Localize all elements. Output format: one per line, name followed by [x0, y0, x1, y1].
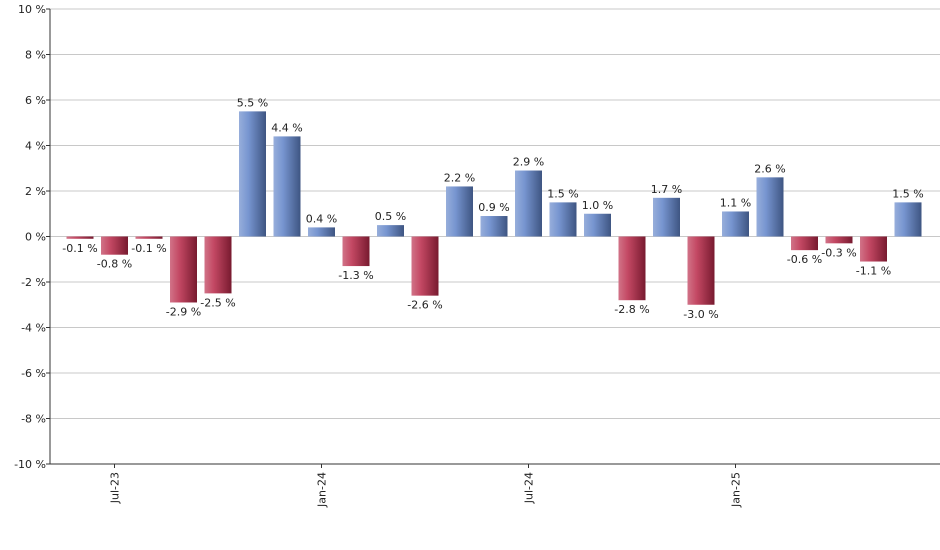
- x-tick-label: Jul-23: [109, 472, 122, 504]
- data-label: 1.1 %: [720, 196, 751, 209]
- bar: [791, 236, 818, 251]
- data-label: -0.1 %: [62, 242, 97, 255]
- bar: [66, 236, 94, 239]
- y-tick-label: -8 %: [21, 413, 46, 426]
- data-label: 1.7 %: [651, 183, 682, 196]
- data-label: 2.9 %: [513, 156, 544, 169]
- bar: [170, 236, 197, 303]
- y-tick-label: -4 %: [21, 322, 46, 335]
- bar: [860, 236, 887, 262]
- data-label: -2.5 %: [200, 296, 235, 309]
- data-label: -2.6 %: [407, 299, 442, 312]
- bar: [308, 227, 335, 237]
- bar: [239, 111, 266, 237]
- y-tick-label: 0 %: [25, 231, 46, 244]
- data-label: 2.6 %: [754, 162, 785, 175]
- bar: [377, 225, 404, 237]
- bar: [480, 216, 508, 237]
- data-label: 4.4 %: [271, 121, 302, 134]
- bar: [549, 202, 577, 237]
- data-label: 1.5 %: [892, 187, 923, 200]
- x-tick-label: Jan-25: [730, 472, 743, 508]
- bar: [618, 236, 646, 301]
- data-label: 2.2 %: [444, 171, 475, 184]
- bar: [894, 202, 922, 237]
- bar: [584, 213, 611, 237]
- bar: [204, 236, 232, 294]
- y-tick-label: 6 %: [25, 94, 46, 107]
- data-label: 0.4 %: [306, 212, 337, 225]
- bar: [825, 236, 853, 244]
- data-label: -0.6 %: [787, 253, 822, 266]
- y-tick-label: 8 %: [25, 49, 46, 62]
- bar: [135, 236, 163, 239]
- bar: [342, 236, 370, 267]
- data-label: -3.0 %: [683, 308, 718, 321]
- bar: [722, 211, 749, 237]
- x-tick-label: Jan-24: [316, 472, 329, 508]
- bar: [653, 197, 680, 237]
- data-label: -0.3 %: [821, 246, 856, 259]
- y-tick-label: 10 %: [18, 3, 46, 16]
- bar: [101, 236, 128, 255]
- y-tick-label: -10 %: [14, 458, 46, 471]
- x-tick-label: Jul-24: [523, 472, 536, 504]
- data-label: -0.1 %: [131, 242, 166, 255]
- bar: [446, 186, 473, 237]
- data-label: -2.9 %: [166, 305, 201, 318]
- y-tick-label: -6 %: [21, 367, 46, 380]
- data-label: 5.5 %: [237, 96, 268, 109]
- data-label: 1.0 %: [582, 199, 613, 212]
- bar: [273, 136, 301, 237]
- data-label: -2.8 %: [614, 303, 649, 316]
- data-label: 0.9 %: [478, 201, 509, 214]
- y-tick-label: 4 %: [25, 140, 46, 153]
- data-label: 0.5 %: [375, 210, 406, 223]
- bar: [515, 170, 542, 237]
- y-tick-label: 2 %: [25, 185, 46, 198]
- y-tick-label: -2 %: [21, 276, 46, 289]
- data-label: -1.3 %: [338, 269, 373, 282]
- bar: [756, 177, 784, 237]
- bar: [411, 236, 439, 296]
- bar: [687, 236, 715, 305]
- data-label: 1.5 %: [547, 187, 578, 200]
- data-label: -1.1 %: [856, 265, 891, 278]
- data-label: -0.8 %: [97, 258, 132, 271]
